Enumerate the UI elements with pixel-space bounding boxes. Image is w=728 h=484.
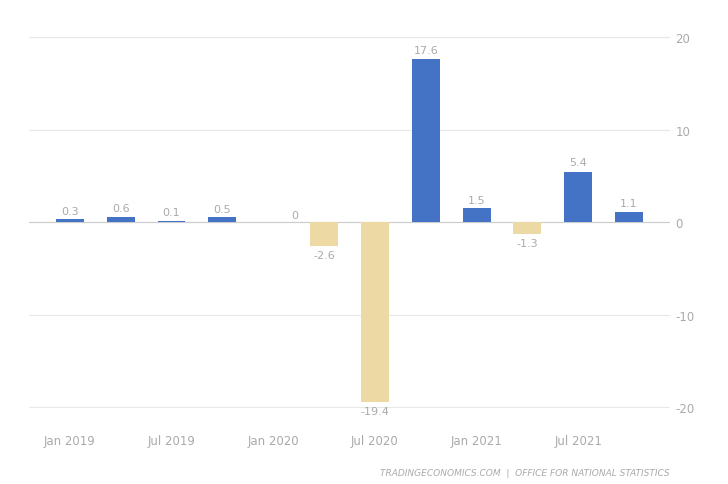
Text: 1.5: 1.5 (467, 195, 486, 205)
Bar (56, 220, 84, 223)
Bar (564, 173, 592, 223)
Text: 17.6: 17.6 (414, 45, 438, 55)
Text: 0.1: 0.1 (162, 208, 181, 218)
Text: -19.4: -19.4 (360, 407, 389, 417)
Bar (462, 209, 491, 223)
Bar (615, 212, 643, 223)
Text: 0.6: 0.6 (112, 203, 130, 213)
Bar (361, 223, 389, 402)
Bar (412, 60, 440, 223)
Text: 5.4: 5.4 (569, 158, 587, 168)
Bar (107, 217, 135, 223)
Text: 0.3: 0.3 (61, 206, 79, 216)
Text: -1.3: -1.3 (517, 238, 538, 248)
Text: -2.6: -2.6 (313, 250, 335, 260)
Bar (310, 223, 338, 247)
Text: TRADINGECONOMICS.COM  |  OFFICE FOR NATIONAL STATISTICS: TRADINGECONOMICS.COM | OFFICE FOR NATION… (380, 468, 670, 477)
Bar (208, 218, 237, 223)
Text: 1.1: 1.1 (620, 199, 638, 209)
Bar (157, 222, 186, 223)
Text: 0: 0 (291, 211, 298, 220)
Text: 0.5: 0.5 (213, 204, 232, 214)
Bar (513, 223, 542, 235)
